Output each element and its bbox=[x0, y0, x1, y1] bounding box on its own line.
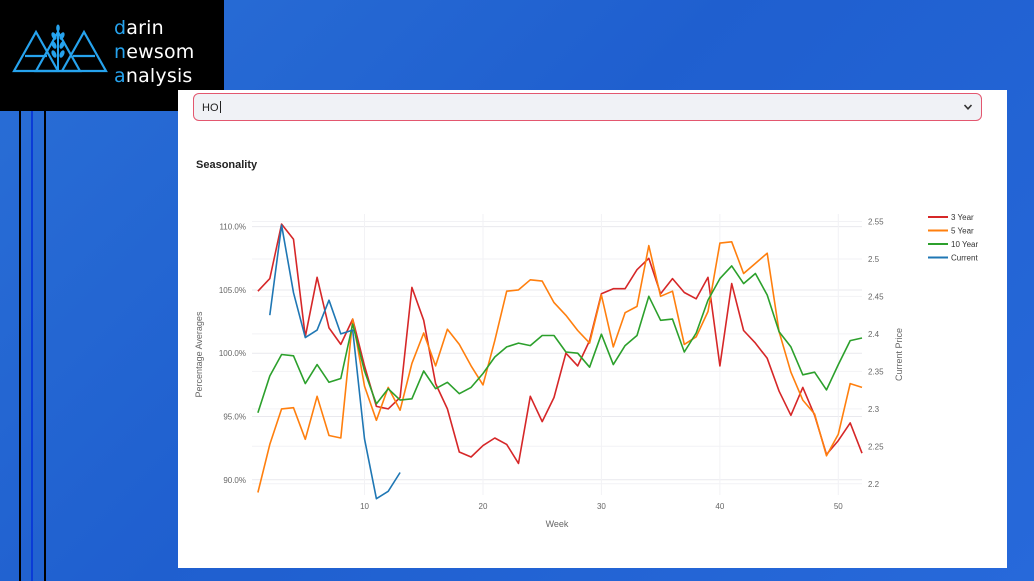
x-tick-label: 50 bbox=[834, 502, 843, 511]
symbol-select[interactable]: HO bbox=[193, 93, 982, 121]
y2-tick-label: 2.25 bbox=[868, 442, 884, 451]
brand-letter: n bbox=[114, 41, 127, 63]
brand-word: arin bbox=[126, 17, 164, 39]
brand-logo: darin newsom analysis bbox=[0, 0, 224, 111]
decorative-divider bbox=[44, 111, 46, 581]
series-line-5-year bbox=[257, 241, 863, 493]
y-axis-title: Percentage Averages bbox=[194, 311, 204, 397]
y-tick-label: 110.0% bbox=[219, 223, 246, 232]
y2-tick-label: 2.45 bbox=[868, 292, 884, 301]
symbol-select-value[interactable]: HO bbox=[202, 101, 221, 114]
y-tick-label: 105.0% bbox=[219, 286, 246, 295]
y-tick-label: 90.0% bbox=[223, 476, 246, 485]
y-tick-label: 100.0% bbox=[219, 349, 246, 358]
y2-tick-label: 2.5 bbox=[868, 255, 880, 264]
decorative-divider bbox=[19, 111, 21, 581]
y2-tick-label: 2.3 bbox=[868, 405, 880, 414]
content-panel: HO Seasonality 90.0% 95.0% 100.0% 105.0% 110… bbox=[178, 90, 1007, 568]
y2-tick-label: 2.2 bbox=[868, 480, 880, 489]
brand-word: ewsom bbox=[126, 41, 195, 63]
brand-name: darin newsom analysis bbox=[114, 16, 195, 88]
text-cursor bbox=[219, 101, 221, 113]
legend-label-current: Current bbox=[951, 254, 978, 263]
legend-label-5-year: 5 Year bbox=[951, 227, 974, 236]
x-axis-title: Week bbox=[546, 519, 569, 529]
y-tick-label: 95.0% bbox=[223, 413, 246, 422]
brand-word: nalysis bbox=[125, 65, 193, 87]
legend-label-3-year: 3 Year bbox=[951, 213, 974, 222]
x-tick-label: 20 bbox=[479, 502, 488, 511]
section-title: Seasonality bbox=[196, 159, 258, 171]
brand-letter: d bbox=[114, 17, 127, 39]
chevron-down-icon[interactable] bbox=[963, 102, 973, 112]
chart-gridlines bbox=[252, 214, 862, 495]
y2-tick-label: 2.55 bbox=[868, 217, 884, 226]
x-tick-label: 40 bbox=[715, 502, 724, 511]
y2-tick-label: 2.35 bbox=[868, 367, 884, 376]
series-line-10-year bbox=[257, 265, 863, 413]
y2-tick-label: 2.4 bbox=[868, 330, 880, 339]
legend-label-10-year: 10 Year bbox=[951, 240, 978, 249]
symbol-select-text: HO bbox=[202, 102, 219, 114]
brand-letter: a bbox=[114, 65, 126, 87]
x-tick-label: 30 bbox=[597, 502, 606, 511]
wheat-mountain-logo-icon bbox=[12, 24, 108, 73]
series-line-3-year bbox=[257, 223, 863, 465]
series-line-current bbox=[269, 224, 401, 500]
x-tick-label: 10 bbox=[360, 502, 369, 511]
seasonality-chart: 90.0% 95.0% 100.0% 105.0% 110.0% 2.2 2.25 2.3 2.… bbox=[194, 213, 978, 529]
chart-ticks: 90.0% 95.0% 100.0% 105.0% 110.0% 2.2 2.25 2.3 2.… bbox=[219, 217, 884, 511]
chart-legend: 3 Year 5 Year 10 Year Current bbox=[928, 213, 978, 263]
decorative-divider bbox=[31, 111, 33, 581]
y2-axis-title: Current Price bbox=[894, 328, 904, 381]
chart-series bbox=[257, 223, 863, 500]
